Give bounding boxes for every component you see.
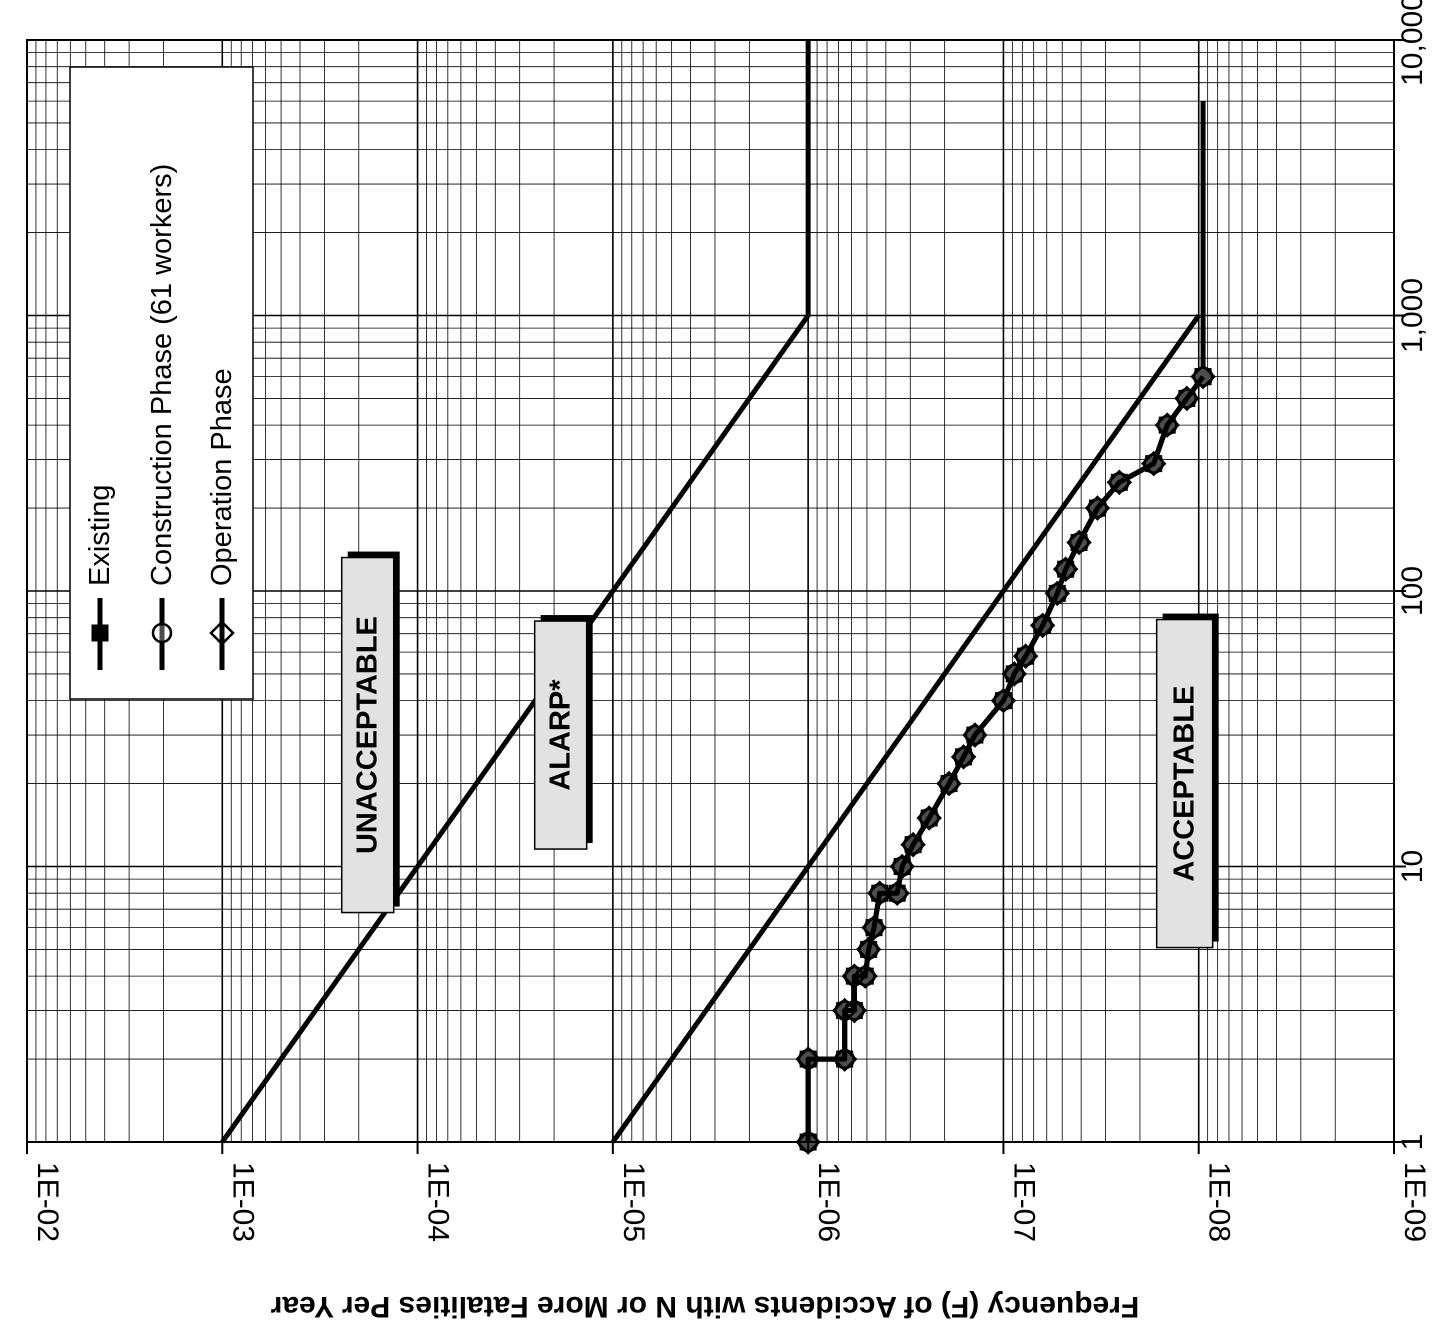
region-label: UNACCEPTABLE [352,616,384,854]
series-square [799,101,1212,1151]
data-point [1106,469,1133,496]
data-point [1044,580,1071,607]
legend-box [69,66,254,700]
criteria-lines [220,40,1201,1144]
criteria-line-1 [220,40,811,1144]
legend-label: Operation Phase [206,368,238,586]
y-axis-title: Frequency (F) of Accidents with N or Mor… [270,1290,1139,1323]
region-labels: UNACCEPTABLE ALARP* ACCEPTABLE [340,551,1219,949]
legend-marker [151,622,173,644]
n-tick-label: 100 [1396,566,1429,616]
data-point [866,880,893,906]
region-label: ALARP* [545,679,577,791]
frequency-tick-label: 1E-05 [617,1162,650,1242]
data-point [1154,412,1180,438]
legend-marker [91,624,109,642]
n-tick-label: 1,000 [1396,278,1429,353]
series-line [805,375,1206,1142]
data-point [831,1046,858,1072]
frequency-tick-label: 1E-06 [812,1162,845,1242]
data-point [900,831,926,858]
data-point [950,744,977,770]
legend-item-diamond: Operation Phase [206,368,238,670]
legend: Existing Construction Phase (61 workers) O… [69,66,254,700]
n-tick-label: 1 [1396,1134,1429,1151]
series-line [805,375,1206,1142]
frequency-tick-label: 1E-02 [31,1162,64,1242]
n-tick-label: 10 [1396,850,1429,883]
data-point [852,963,879,989]
data-point [1190,363,1216,390]
frequency-tick-label: 1E-08 [1203,1162,1236,1242]
data-point [1052,556,1079,582]
data-point [841,963,868,989]
frequency-tick-label: 1E-09 [1398,1162,1431,1242]
data-point [861,914,887,941]
data-point [1001,661,1028,687]
data-point [1012,643,1039,669]
legend-item-square: Existing [84,484,116,670]
data-point [1066,529,1092,556]
region-box [533,620,588,850]
region-box [340,556,395,914]
series-circle [797,366,1214,1153]
region-unacceptable: UNACCEPTABLE [340,551,400,914]
data-point [1174,385,1200,412]
frequency-tick-label: 1E-03 [226,1162,259,1242]
data-point [841,997,868,1024]
region-label: ACCEPTABLE [1169,686,1201,882]
data-point [889,853,915,880]
data-point [795,1046,821,1072]
legend-marker [209,620,235,646]
data-point [855,936,882,963]
region-alarp: ALARP* [533,615,593,850]
series-layer [795,101,1216,1155]
data-point [831,997,858,1024]
region-acceptable: ACCEPTABLE [1155,613,1219,949]
frequency-tick-label: 1E-07 [1007,1162,1040,1242]
data-point [1084,495,1111,521]
region-box [1155,618,1214,949]
n-tick-label: 10,000 [1396,0,1429,86]
data-point [916,805,942,831]
data-point [936,770,962,797]
criteria-line-2 [610,314,1201,1144]
data-point [1029,612,1056,639]
tick-labels: 1E-09 1E-08 1E-07 1E-06 1E-05 1E-04 1E-03 1E-02… [26,0,1431,1242]
legend-item-circle: Construction Phase (61 workers) [146,164,178,670]
frequency-tick-label: 1E-04 [422,1162,455,1242]
data-point [990,687,1017,714]
data-point [884,880,910,906]
data-point [1140,450,1167,477]
legend-label: Existing [84,484,116,586]
series-diamond [795,363,1216,1155]
data-point [962,722,988,748]
legend-label: Construction Phase (61 workers) [146,164,178,586]
